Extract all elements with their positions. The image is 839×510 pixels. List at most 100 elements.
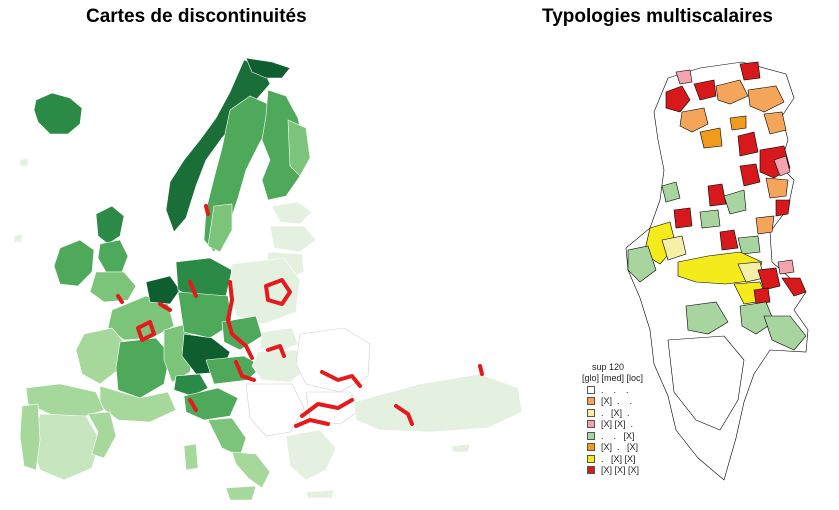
tunisia-region-n11 [729,115,747,131]
tunisia-region-sc4 [777,259,795,275]
discontinuity-lines [116,204,484,428]
tunisia-region-n8 [763,111,787,135]
region-italy-south [231,451,271,489]
tunisia-region-s2 [765,177,789,199]
tunisia-map [625,61,809,481]
right-map-title: Typologies multiscalaires [542,6,773,27]
discontinuity-line-12 [116,294,124,304]
region-benelux [145,275,181,305]
legend-item: . [X] . [587,407,643,419]
region-finland [261,89,305,201]
tunisia-region-fs1 [685,301,729,335]
discontinuity-line-5 [320,370,362,388]
tunisia-region-c2 [661,235,687,261]
tunisia-region-s11 [661,181,681,203]
tunisia-region-c5 [737,235,761,255]
tunisia-region-s9 [673,207,693,229]
region-italy-center [207,417,247,457]
legend-swatch [587,397,595,406]
legend-item: [X] . . [587,396,643,408]
tunisia-region-sc3 [757,267,781,291]
legend-swatch [587,443,595,452]
legend-item: . . . [587,384,643,396]
tunisia-region-s8 [699,209,721,229]
discontinuity-line-2 [264,278,292,306]
tunisia-region-n6 [747,85,785,113]
region-england-south [89,271,137,303]
tunisia-region-s7 [775,199,791,217]
region-hungary [251,349,309,383]
legend-swatch [587,385,595,394]
tunisia-region-n10 [737,131,759,157]
region-iceland [33,92,83,135]
legend-heading: sup 120 [592,362,625,372]
discontinuity-line-9 [136,320,156,342]
discontinuity-line-6 [300,398,354,418]
tunisia-region-n1 [665,85,691,113]
legend-item-label: [X] . [X] [601,442,639,453]
region-crete [305,489,335,499]
legend-item: [X] [X] [X] [587,465,643,477]
region-spain-center [31,413,101,481]
legend-item: [X] . [X] [587,442,643,454]
discontinuity-line-10 [158,302,172,312]
region-cyprus [451,443,471,453]
legend-item-label: . [X] [X] [601,453,636,464]
discontinuity-line-14 [478,364,484,376]
legend-subheading: [glo] [med] [loc] [582,373,644,383]
region-portugal [19,403,41,471]
region-balkans-west [245,383,305,437]
legend-item: . . [X] [587,430,643,442]
region-sweden-south [207,203,233,253]
legend-item-label: [X] [X] . [601,419,634,430]
discontinuity-line-4 [234,360,256,382]
region-spain-east [87,411,117,459]
tunisia-region-n5 [739,61,761,81]
tunisia-region-n9 [699,127,723,149]
region-estonia [271,201,313,225]
tunisia-region-n7 [675,69,693,85]
tunisia-region-n4 [715,79,749,105]
tunisia-region-sc7 [753,287,771,305]
tunisia-region-fs3 [763,315,807,351]
tunisia-region-fs4 [667,335,745,431]
map-legend: sup 120 [glo] [med] [loc] . . . [X] . . … [582,362,643,476]
tunisia-region-s3 [773,155,791,177]
region-germany-center [177,291,233,339]
legend-swatch [587,431,595,440]
discontinuity-line-3 [266,344,286,358]
region-italy-north [183,387,239,421]
tunisia-region-s4 [739,163,761,187]
legend-item: [X] [X] . [587,419,643,431]
discontinuity-line-1 [226,280,254,360]
tunisia-region-c4 [719,229,739,251]
tunisia-region-s5 [707,183,727,207]
discontinuity-line-15 [188,398,198,412]
region-england-north [97,239,129,273]
tunisia-region-fs2 [739,301,775,335]
legend-item: . [X] [X] [587,453,643,465]
legend-item-label: [X] [X] [X] [601,465,640,476]
legend-swatch [587,466,595,475]
legend-item-label: [X] . . [601,396,633,407]
tunisia-region-sc5 [781,277,807,297]
legend-item-label: . . . [601,384,629,395]
region-france-center [115,337,171,399]
region-slovakia [259,327,299,353]
discontinuity-line-7 [294,418,330,428]
region-finland-east [287,119,311,177]
region-sicily [225,485,257,501]
legend-swatch [587,454,595,463]
region-azores [13,233,23,243]
legend-swatch [587,420,595,429]
region-faroe [19,157,29,167]
legend-item-label: . [X] . [601,407,630,418]
discontinuity-line-13 [204,204,210,216]
left-map-title: Cartes de discontinuités [86,6,307,27]
tunisia-region-s10 [755,215,775,235]
region-czechia [221,315,263,351]
region-scotland [95,205,125,245]
region-latvia [269,225,317,253]
discontinuity-line-11 [188,280,198,298]
